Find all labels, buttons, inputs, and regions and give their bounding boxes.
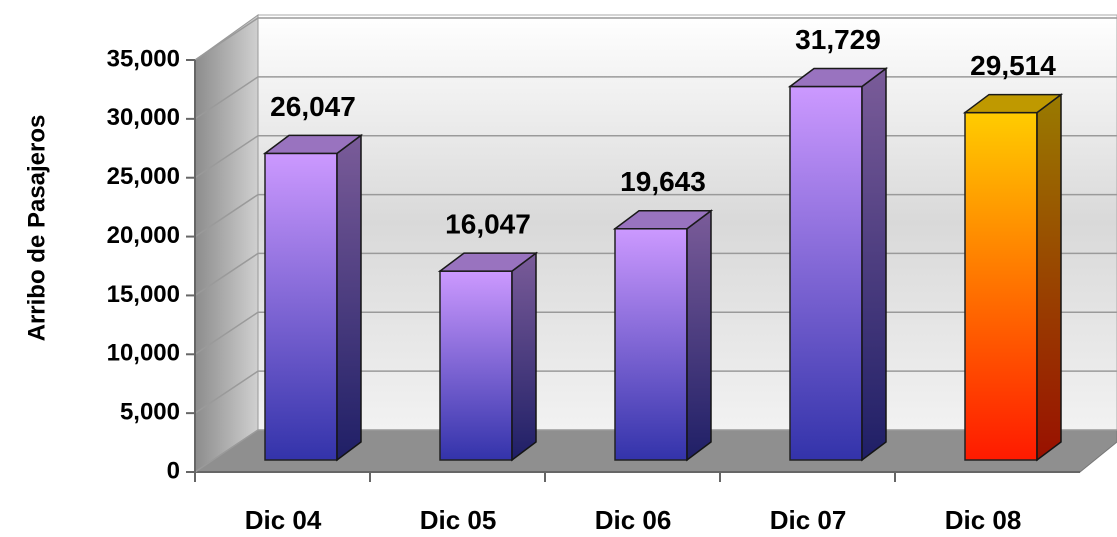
y-tick-label: 35,000 [107, 45, 180, 72]
value-label: 16,047 [445, 208, 531, 239]
bar-front [264, 152, 338, 461]
bar [262, 133, 364, 462]
bar-side [336, 133, 362, 462]
bar-side [861, 67, 887, 462]
y-tick-label: 0 [167, 457, 180, 484]
bar [787, 67, 889, 462]
bar [437, 251, 539, 462]
value-label: 19,643 [620, 166, 706, 197]
x-tick-label: Dic 04 [245, 505, 322, 535]
bar [962, 93, 1064, 462]
y-tick-label: 25,000 [107, 163, 180, 190]
y-tick-label: 20,000 [107, 222, 180, 249]
x-tick-label: Dic 05 [420, 505, 497, 535]
bar-top [437, 252, 539, 272]
bar-front [789, 85, 863, 461]
bar-top [787, 67, 889, 88]
value-label: 29,514 [970, 50, 1056, 81]
grid-line [194, 17, 1117, 61]
y-axis-title: Arribo de Pasajeros [23, 115, 50, 342]
y-tick-label: 30,000 [107, 104, 180, 131]
bar [612, 209, 714, 462]
value-label: 31,729 [795, 24, 881, 55]
bar-front [439, 270, 513, 461]
bar-front [964, 111, 1038, 461]
bar-front [614, 228, 688, 461]
bar-side [1036, 93, 1062, 462]
bar-side [686, 209, 712, 462]
y-tick-label: 10,000 [107, 340, 180, 367]
bar-side [511, 251, 537, 462]
bar-top [262, 134, 364, 155]
y-tick-label: 5,000 [120, 398, 180, 425]
y-tick-label: 15,000 [107, 281, 180, 308]
x-tick-label: Dic 08 [945, 505, 1022, 535]
x-tick-label: Dic 06 [595, 505, 672, 535]
bar-top [962, 93, 1064, 114]
value-label: 26,047 [270, 91, 356, 122]
x-tick-label: Dic 07 [770, 505, 847, 535]
bar-top [612, 210, 714, 230]
